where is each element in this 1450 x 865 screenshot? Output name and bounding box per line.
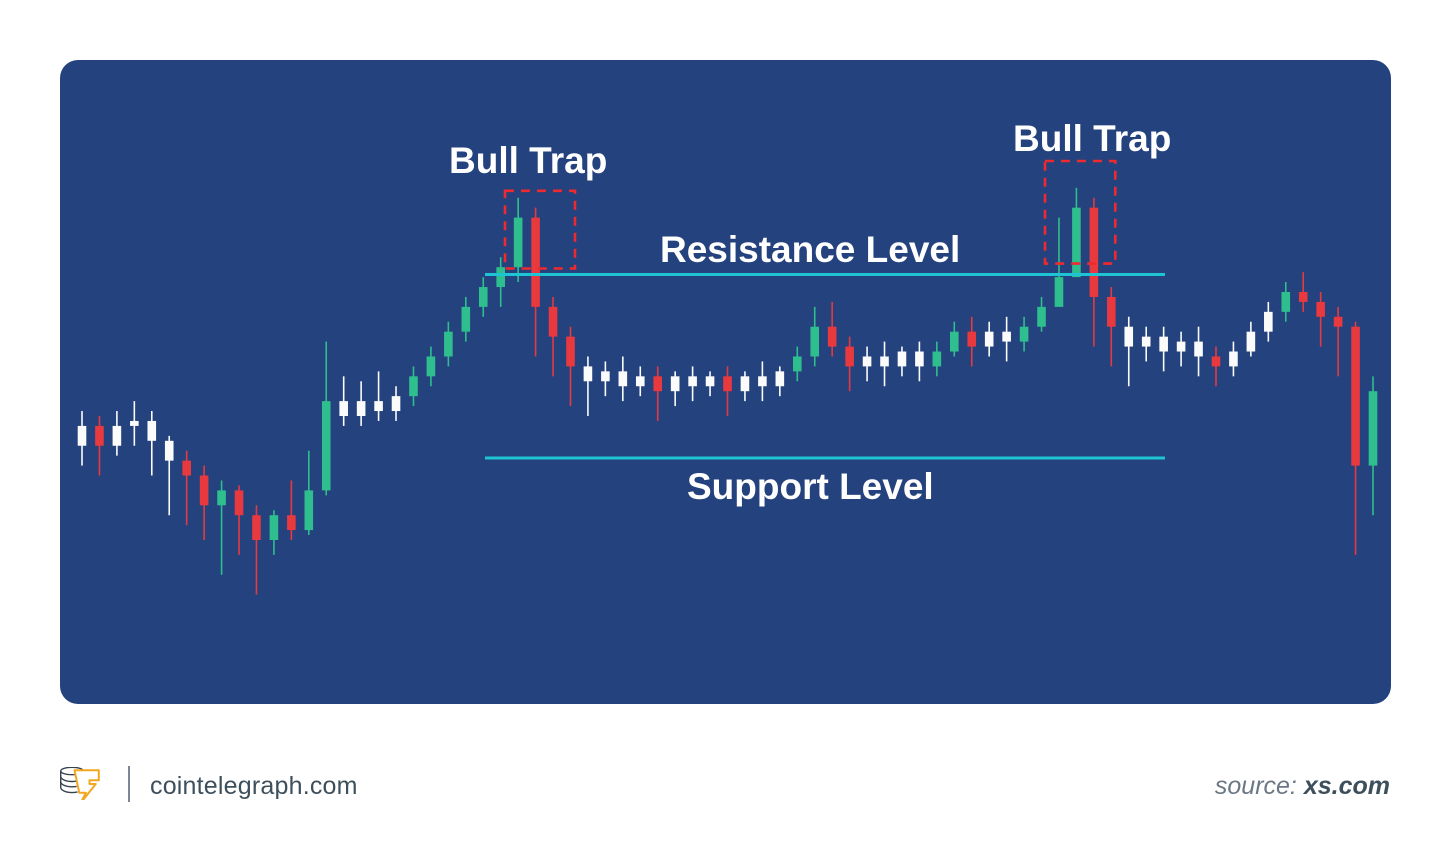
svg-text:Resistance Level: Resistance Level [660, 229, 960, 270]
svg-text:Bull Trap: Bull Trap [449, 140, 607, 181]
svg-text:Bull Trap: Bull Trap [1013, 118, 1171, 159]
svg-text:Support Level: Support Level [687, 466, 934, 507]
